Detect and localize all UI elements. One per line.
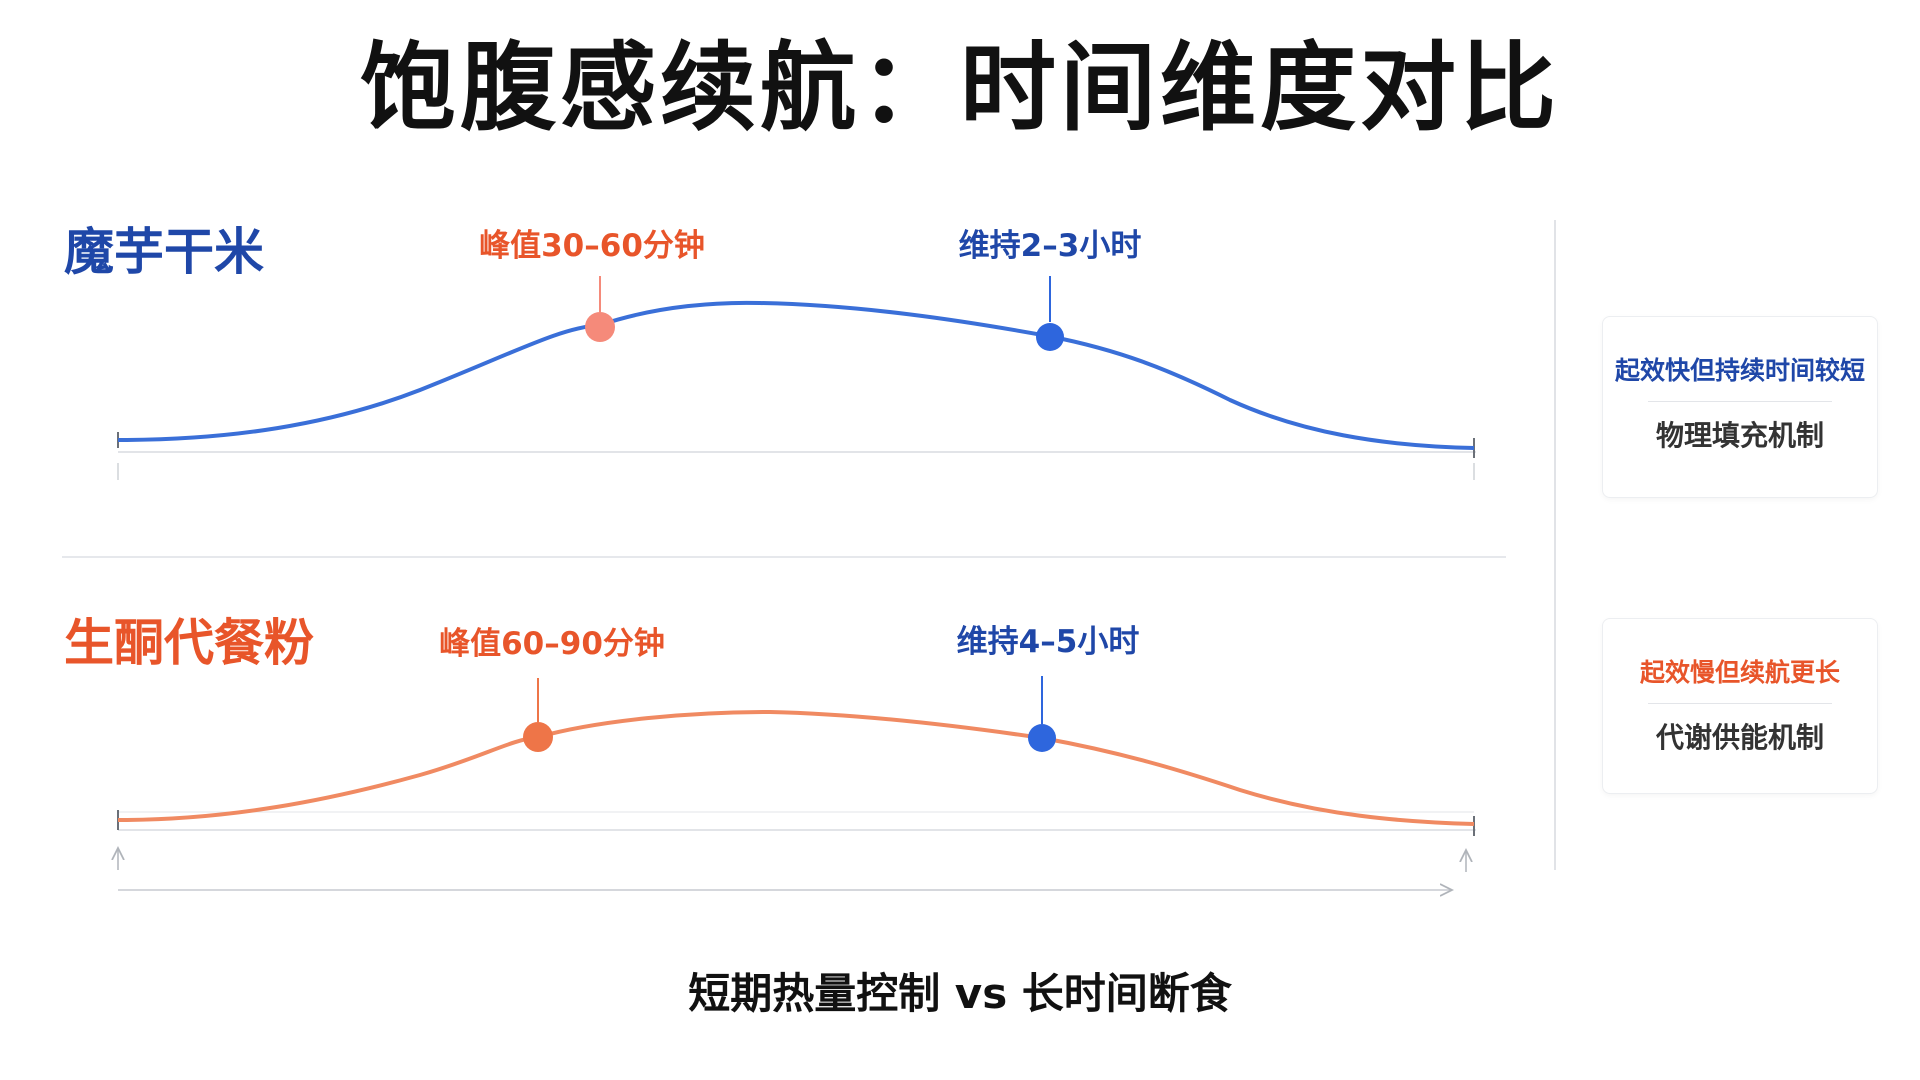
sustain-annotation-konjac: 维持2–3小时 xyxy=(958,228,1142,264)
footer-caption: 短期热量控制 vs 长时间断食 xyxy=(688,969,1232,1018)
sustain-marker-keto xyxy=(1028,724,1056,752)
card-rule xyxy=(1648,401,1832,402)
satiety-curve-keto xyxy=(117,709,1475,826)
peak-marker-keto xyxy=(523,722,553,752)
row-divider xyxy=(62,556,1506,558)
panel-divider xyxy=(1554,220,1556,870)
row-label-keto: 生酮代餐粉 xyxy=(64,614,314,672)
peak-marker-konjac xyxy=(585,312,615,342)
satiety-curve-konjac xyxy=(117,300,1475,450)
sustain-marker-konjac xyxy=(1036,323,1064,351)
page-title: 饱腹感续航：时间维度对比 xyxy=(360,32,1560,144)
card-rule xyxy=(1648,703,1832,704)
summary-card-konjac: 起效快但持续时间较短 物理填充机制 xyxy=(1602,316,1878,498)
peak-annotation-konjac: 峰值30–60分钟 xyxy=(479,228,705,264)
card-headline-keto: 起效慢但续航更长 xyxy=(1639,658,1840,687)
card-mechanism-keto: 代谢供能机制 xyxy=(1655,721,1824,754)
row-label-konjac: 魔芋干米 xyxy=(64,223,264,281)
peak-annotation-keto: 峰值60–90分钟 xyxy=(439,626,665,662)
card-headline-konjac: 起效快但持续时间较短 xyxy=(1614,356,1865,385)
sustain-annotation-keto: 维持4–5小时 xyxy=(956,624,1140,660)
summary-card-keto: 起效慢但续航更长 代谢供能机制 xyxy=(1602,618,1878,794)
card-mechanism-konjac: 物理填充机制 xyxy=(1655,419,1824,452)
